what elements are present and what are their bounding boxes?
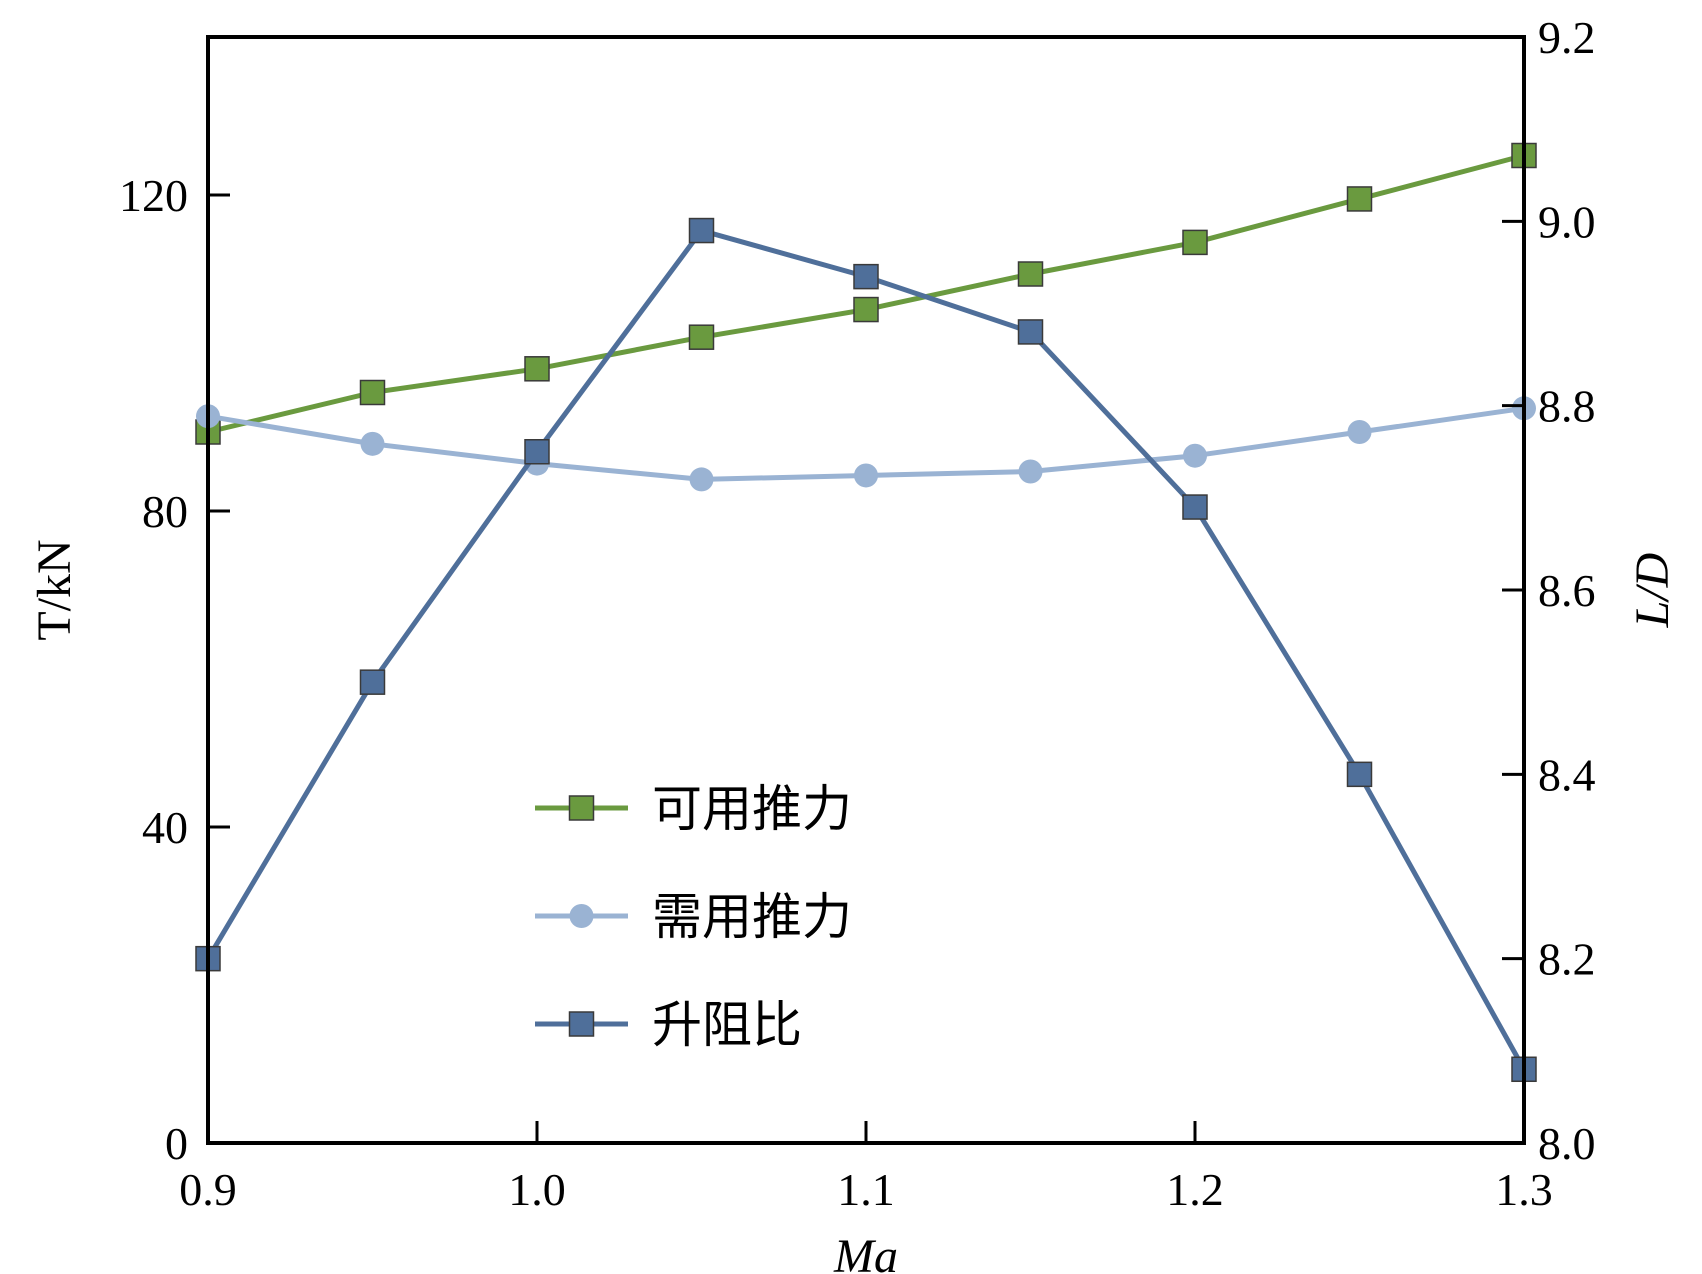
y-tick-label-left: 40 [142,802,188,853]
data-point [524,439,550,465]
y-tick-label-right: 8.0 [1538,1118,1596,1169]
series-line-3 [205,228,1527,1071]
plot-frame [206,35,1526,1145]
y-axis-title-left: T/kN [28,539,81,640]
x-tick-label: 1.3 [1495,1164,1553,1215]
y-tick-label-right: 9.2 [1538,12,1596,63]
y-tick-label-left: 120 [119,170,188,221]
data-point [360,431,385,456]
legend-entry-1: 可用推力 [535,780,852,838]
data-point [1182,229,1208,256]
data-point [1017,261,1044,287]
data-point [1346,761,1373,788]
y-tick-label-left: 0 [165,1118,188,1169]
y-tick-label-right: 9.0 [1538,196,1596,247]
series-3 [195,217,1537,1083]
legend-marker [568,795,595,821]
x-tick-label: 1.1 [837,1164,895,1215]
y-axis-title-right: L/D [1626,553,1679,629]
series-2 [196,396,1536,492]
series-1 [195,142,1537,445]
y-tick-label-right: 8.2 [1538,934,1596,985]
data-point [1018,459,1043,484]
x-tick-label: 1.2 [1166,1164,1224,1215]
legend-label: 需用推力 [652,888,852,946]
data-point [688,324,715,350]
y-tick-label-right: 8.8 [1538,381,1596,432]
data-point [524,356,550,382]
data-point [359,669,386,695]
axis-ticks: 0.9 1.0 1.1 1.2 1.3 0 40 80 120 8.0 8.2 8.4 8.6 8.8 9.… [119,12,1596,1215]
data-point [1346,186,1373,212]
data-point [854,463,878,488]
x-tick-label: 0.9 [179,1164,237,1215]
data-point [1182,494,1208,520]
data-point [1017,319,1044,345]
legend-marker [569,904,594,928]
series-line-1 [207,153,1525,435]
data-point [359,379,386,406]
y-tick-label-left: 80 [142,486,188,537]
data-point [1347,420,1372,444]
legend-label: 升阻比 [652,996,802,1054]
legend-marker [568,1011,595,1037]
legend-entry-3: 升阻比 [535,996,802,1054]
data-point [853,263,879,290]
legend-label: 可用推力 [652,780,852,838]
y-tick-label-right: 8.6 [1538,565,1596,616]
plot-marks [195,142,1537,1083]
x-tick-label: 1.0 [508,1164,566,1215]
data-point [689,467,714,492]
y-tick-label-right: 8.4 [1538,749,1596,800]
data-point [853,296,879,323]
data-point [688,217,715,244]
x-axis-title: Ma [833,1230,898,1274]
legend-entry-2: 需用推力 [535,888,852,946]
data-point [1183,443,1207,468]
